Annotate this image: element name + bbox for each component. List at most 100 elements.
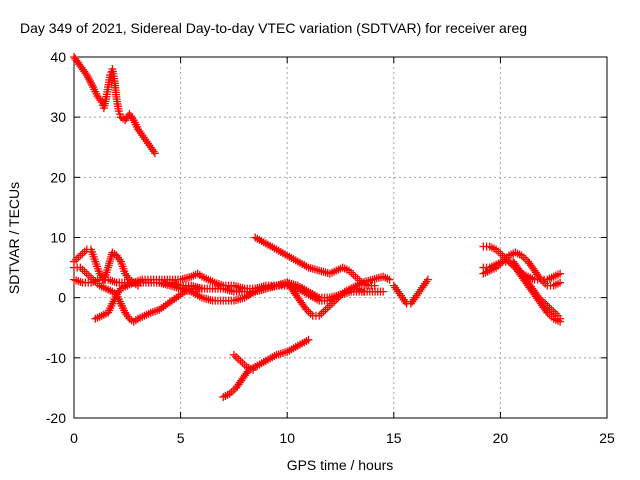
- data-point: [418, 283, 427, 292]
- data-point: [128, 114, 137, 123]
- y-tick-label: 40: [50, 49, 66, 65]
- data-point: [84, 75, 93, 84]
- data-point: [389, 281, 398, 290]
- data-point: [138, 131, 147, 140]
- data-point: [394, 287, 403, 296]
- data-point: [124, 273, 133, 282]
- data-point: [379, 287, 388, 296]
- data-point: [93, 92, 102, 101]
- data-point: [145, 141, 154, 150]
- data-point: [535, 273, 544, 282]
- data-point: [125, 110, 134, 119]
- data-point: [136, 129, 145, 138]
- data-point: [533, 291, 542, 300]
- data-point: [556, 269, 565, 278]
- data-point: [149, 147, 158, 156]
- data-point: [301, 303, 310, 312]
- data-point: [114, 253, 123, 262]
- data-point: [135, 127, 144, 136]
- data-point: [115, 255, 124, 264]
- data-point: [143, 139, 152, 148]
- x-tick-label: 0: [70, 430, 78, 446]
- data-point: [416, 285, 425, 294]
- y-tick-label: -10: [46, 350, 66, 366]
- x-tick-label: 5: [177, 430, 185, 446]
- y-tick-label: 30: [50, 109, 66, 125]
- data-point: [112, 251, 121, 260]
- data-point: [88, 81, 97, 90]
- data-point: [415, 287, 424, 296]
- data-point: [121, 116, 130, 125]
- data-point: [399, 295, 408, 304]
- data-point: [87, 79, 96, 88]
- data-point: [148, 145, 157, 154]
- data-point: [142, 137, 151, 146]
- data-point: [112, 290, 121, 299]
- data-point: [151, 149, 160, 158]
- data-point: [401, 297, 410, 306]
- data-point: [556, 314, 565, 323]
- data-point: [85, 77, 94, 86]
- data-point: [412, 291, 421, 300]
- data-point: [121, 308, 130, 317]
- data-point: [398, 293, 407, 302]
- x-tick-label: 15: [386, 430, 402, 446]
- data-point: [391, 283, 400, 292]
- series-track-3: [70, 263, 206, 326]
- data-point: [83, 73, 92, 82]
- series-track-10: [219, 335, 313, 401]
- data-point: [82, 71, 91, 80]
- data-point: [422, 277, 431, 286]
- data-point: [141, 135, 150, 144]
- data-point: [121, 269, 130, 278]
- data-series: [70, 53, 565, 401]
- chart-title: Day 349 of 2021, Sidereal Day-to-day VTE…: [20, 20, 527, 36]
- series-track-7: [251, 233, 379, 290]
- y-tick-label: 0: [58, 290, 66, 306]
- data-point: [359, 287, 368, 296]
- x-tick-label: 25: [599, 430, 615, 446]
- y-axis-label: SDTVAR / TECUs: [6, 182, 22, 294]
- data-point: [146, 143, 155, 152]
- data-point: [421, 279, 430, 288]
- data-point: [304, 335, 313, 344]
- data-point: [556, 278, 565, 287]
- data-point: [385, 275, 394, 284]
- data-point: [396, 291, 405, 300]
- x-tick-label: 20: [493, 430, 509, 446]
- x-axis-label: GPS time / hours: [287, 457, 394, 473]
- y-tick-label: -20: [46, 410, 66, 426]
- series-track-11: [229, 350, 258, 374]
- series-track-8: [283, 278, 368, 320]
- data-point: [249, 365, 258, 374]
- series-track-15: [509, 257, 565, 323]
- data-point: [409, 295, 418, 304]
- data-point: [126, 112, 135, 121]
- data-point: [408, 297, 417, 306]
- data-point: [411, 293, 420, 302]
- data-point: [413, 289, 422, 298]
- data-point: [122, 310, 131, 319]
- data-point: [133, 125, 142, 134]
- data-point: [406, 299, 415, 308]
- series-track-1: [70, 53, 160, 158]
- data-point: [419, 281, 428, 290]
- data-point: [94, 94, 103, 103]
- data-point: [423, 275, 432, 284]
- data-point: [392, 285, 401, 294]
- data-point: [395, 289, 404, 298]
- data-point: [97, 271, 106, 280]
- y-tick-label: 20: [50, 169, 66, 185]
- x-tick-label: 10: [279, 430, 295, 446]
- data-point: [370, 281, 379, 290]
- data-point: [122, 271, 131, 280]
- axis-ticks: 0 5 10 15 20 25 -20 -10 0 10 20 30 40: [46, 49, 615, 446]
- data-point: [124, 312, 133, 321]
- data-point: [114, 288, 123, 297]
- y-tick-label: 10: [50, 230, 66, 246]
- series-track-9: [389, 275, 432, 308]
- data-point: [96, 96, 105, 105]
- data-point: [139, 133, 148, 142]
